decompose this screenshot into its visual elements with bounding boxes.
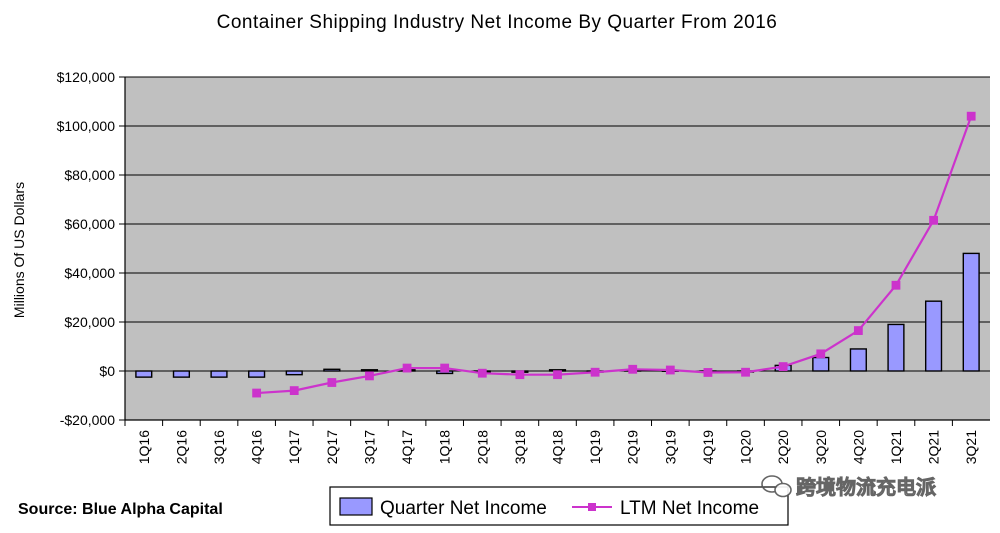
x-tick-label: 4Q17	[399, 430, 415, 464]
bar-4Q20	[849, 348, 867, 372]
legend-line-marker	[588, 503, 596, 511]
bar-1Q21	[887, 323, 905, 372]
ltm-point-1Q21	[891, 280, 901, 290]
bar-2Q21	[924, 300, 943, 372]
ltm-net-income-line	[256, 115, 973, 395]
ltm-point-4Q19	[703, 368, 713, 377]
legend-box	[329, 486, 789, 526]
x-tick-label: 4Q16	[249, 430, 265, 464]
y-tick-label: $100,000	[57, 118, 116, 134]
bar-3Q17	[360, 369, 379, 372]
legend-label-quarter-net-income: Quarter Net Income	[380, 498, 547, 519]
y-tick-label: $60,000	[64, 216, 115, 232]
y-tick-label: $40,000	[64, 265, 115, 281]
x-tick-label: 3Q17	[361, 430, 377, 464]
ltm-point-1Q19	[590, 367, 600, 377]
x-tick-label: 1Q18	[437, 430, 453, 464]
chart-title: Container Shipping Industry Net Income B…	[217, 12, 778, 33]
ltm-point-3Q18	[515, 370, 525, 380]
x-tick-label: 4Q18	[550, 430, 566, 464]
ltm-point-2Q19	[628, 364, 638, 374]
bar-4Q16	[248, 370, 266, 378]
ltm-point-2Q17	[327, 378, 337, 387]
x-tick-label: 3Q21	[963, 430, 979, 464]
x-tick-label: 4Q19	[700, 430, 716, 464]
x-tick-label: 1Q17	[286, 430, 302, 464]
y-axis-label: Millions Of US Dollars	[11, 182, 27, 318]
watermark: 跨境物流充电派	[761, 475, 937, 499]
x-tick-label: 3Q16	[211, 430, 227, 464]
x-tick-label: 2Q19	[625, 430, 641, 464]
legend-bar-swatch	[339, 497, 373, 516]
y-tick-label: $80,000	[64, 167, 115, 183]
y-tick-label: $120,000	[57, 69, 116, 85]
x-tick-label: 2Q16	[173, 430, 189, 464]
x-tick-label: 1Q19	[587, 430, 603, 464]
legend: Quarter Net Income LTM Net Income	[329, 486, 789, 526]
ltm-point-3Q21	[966, 111, 976, 121]
ltm-point-4Q17	[402, 363, 412, 373]
ltm-point-1Q17	[289, 386, 299, 396]
ltm-point-1Q18	[440, 363, 450, 373]
ltm-point-1Q20	[741, 367, 750, 377]
ltm-point-2Q20	[778, 362, 788, 371]
x-tick-label: 2Q20	[775, 430, 791, 464]
plot-area	[125, 77, 990, 420]
ltm-point-3Q19	[665, 365, 675, 375]
bar-2Q16	[172, 370, 191, 378]
legend-label-ltm-net-income: LTM Net Income	[620, 498, 759, 519]
y-tick-label: $20,000	[64, 314, 115, 330]
ltm-point-2Q18	[477, 368, 487, 378]
ltm-point-3Q17	[365, 371, 374, 381]
x-tick-label: 1Q16	[136, 430, 152, 464]
x-tick-label: 2Q18	[474, 430, 490, 464]
x-tick-label: 1Q20	[738, 430, 754, 464]
watermark-text: 跨境物流充电派	[796, 475, 937, 499]
bar-2Q17	[323, 368, 341, 372]
bar-1Q16	[135, 370, 153, 378]
bar-3Q21	[962, 252, 980, 372]
ltm-point-4Q20	[853, 326, 863, 335]
x-tick-label: 3Q20	[813, 430, 829, 464]
x-tick-label: 3Q18	[512, 430, 528, 464]
source-label: Source: Blue Alpha Capital	[18, 501, 223, 518]
x-tick-label: 2Q21	[926, 430, 942, 464]
wechat-icon	[761, 475, 792, 498]
y-tick-label: $0	[99, 363, 115, 379]
ltm-point-3Q20	[816, 349, 826, 359]
ltm-point-2Q21	[929, 215, 938, 225]
x-tick-label: 2Q17	[324, 430, 340, 464]
x-tick-label: 4Q20	[850, 430, 866, 464]
bar-1Q17	[285, 370, 303, 376]
bar-3Q20	[812, 356, 830, 372]
ltm-point-4Q18	[553, 370, 562, 380]
x-tick-label: 1Q21	[888, 430, 904, 464]
ltm-point-4Q16	[252, 388, 262, 398]
bar-3Q16	[210, 370, 228, 378]
y-tick-label: -$20,000	[60, 412, 115, 428]
x-tick-label: 3Q19	[662, 430, 678, 464]
